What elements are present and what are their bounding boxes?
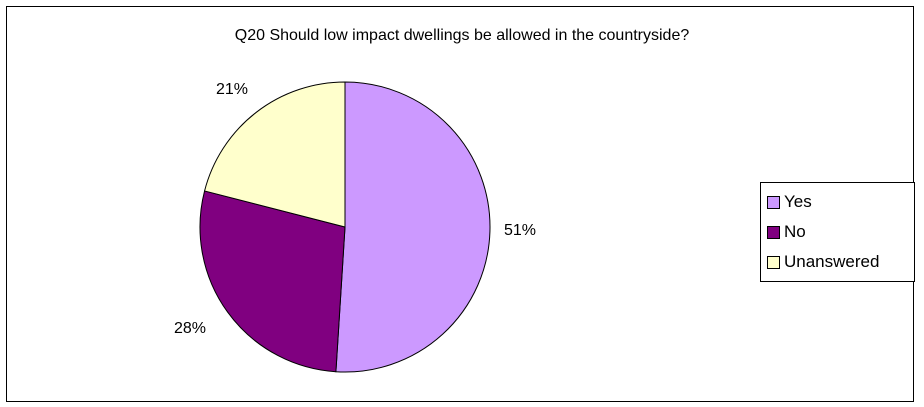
pie-slice-yes (335, 81, 491, 373)
pie-slice-no (199, 190, 346, 373)
legend-item-yes: Yes (767, 187, 914, 217)
data-label-yes: 51% (504, 222, 536, 239)
data-label-unanswered: 21% (216, 81, 248, 98)
chart-title: Q20 Should low impact dwellings be allow… (234, 27, 690, 44)
legend-swatch-no (767, 225, 780, 239)
legend-swatch-yes (767, 195, 780, 209)
legend-item-unanswered: Unanswered (767, 247, 914, 277)
legend-label-no: No (784, 222, 806, 241)
legend-swatch-unanswered (767, 255, 780, 269)
legend-label-unanswered: Unanswered (784, 252, 880, 271)
pie-slice-unanswered (203, 81, 346, 228)
legend-item-no: No (767, 217, 914, 247)
legend: Yes No Unanswered (760, 182, 915, 282)
legend-label-yes: Yes (784, 192, 812, 211)
data-label-no: 28% (174, 320, 206, 337)
